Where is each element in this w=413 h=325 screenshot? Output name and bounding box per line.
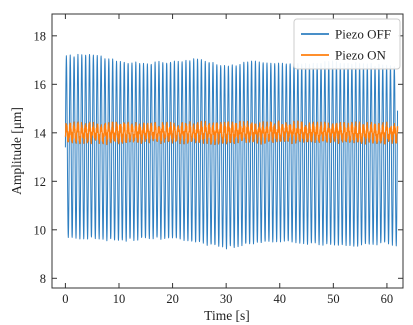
legend-box: [293, 18, 401, 70]
legend: Piezo OFF Piezo ON: [293, 18, 401, 70]
x-tick-label: 40: [273, 292, 286, 306]
legend-label-piezo-off: Piezo OFF: [335, 27, 391, 42]
plot-frame: [51, 13, 404, 289]
series-line-0: [64, 53, 399, 250]
legend-label-piezo-on: Piezo ON: [335, 48, 387, 63]
y-tick-label: 10: [34, 223, 47, 237]
x-tick-label: 10: [113, 292, 126, 306]
series-layer: [64, 53, 399, 250]
x-axis-label: Time [s]: [204, 308, 250, 323]
x-tick-label: 50: [327, 292, 340, 306]
ticks-layer: 0 10 20 30 40 50 60 8 10 12 14 16 18: [34, 14, 403, 306]
x-tick-label: 0: [62, 292, 68, 306]
x-tick-label: 20: [166, 292, 179, 306]
y-axis-label: Amplitude [μm]: [9, 107, 24, 195]
y-tick-label: 8: [40, 272, 46, 286]
y-tick-label: 18: [34, 29, 47, 43]
y-tick-label: 12: [34, 175, 47, 189]
y-tick-label: 14: [34, 126, 47, 140]
y-tick-label: 16: [34, 78, 47, 92]
series-line-1: [64, 120, 399, 146]
x-tick-label: 60: [381, 292, 394, 306]
x-tick-label: 30: [220, 292, 233, 306]
